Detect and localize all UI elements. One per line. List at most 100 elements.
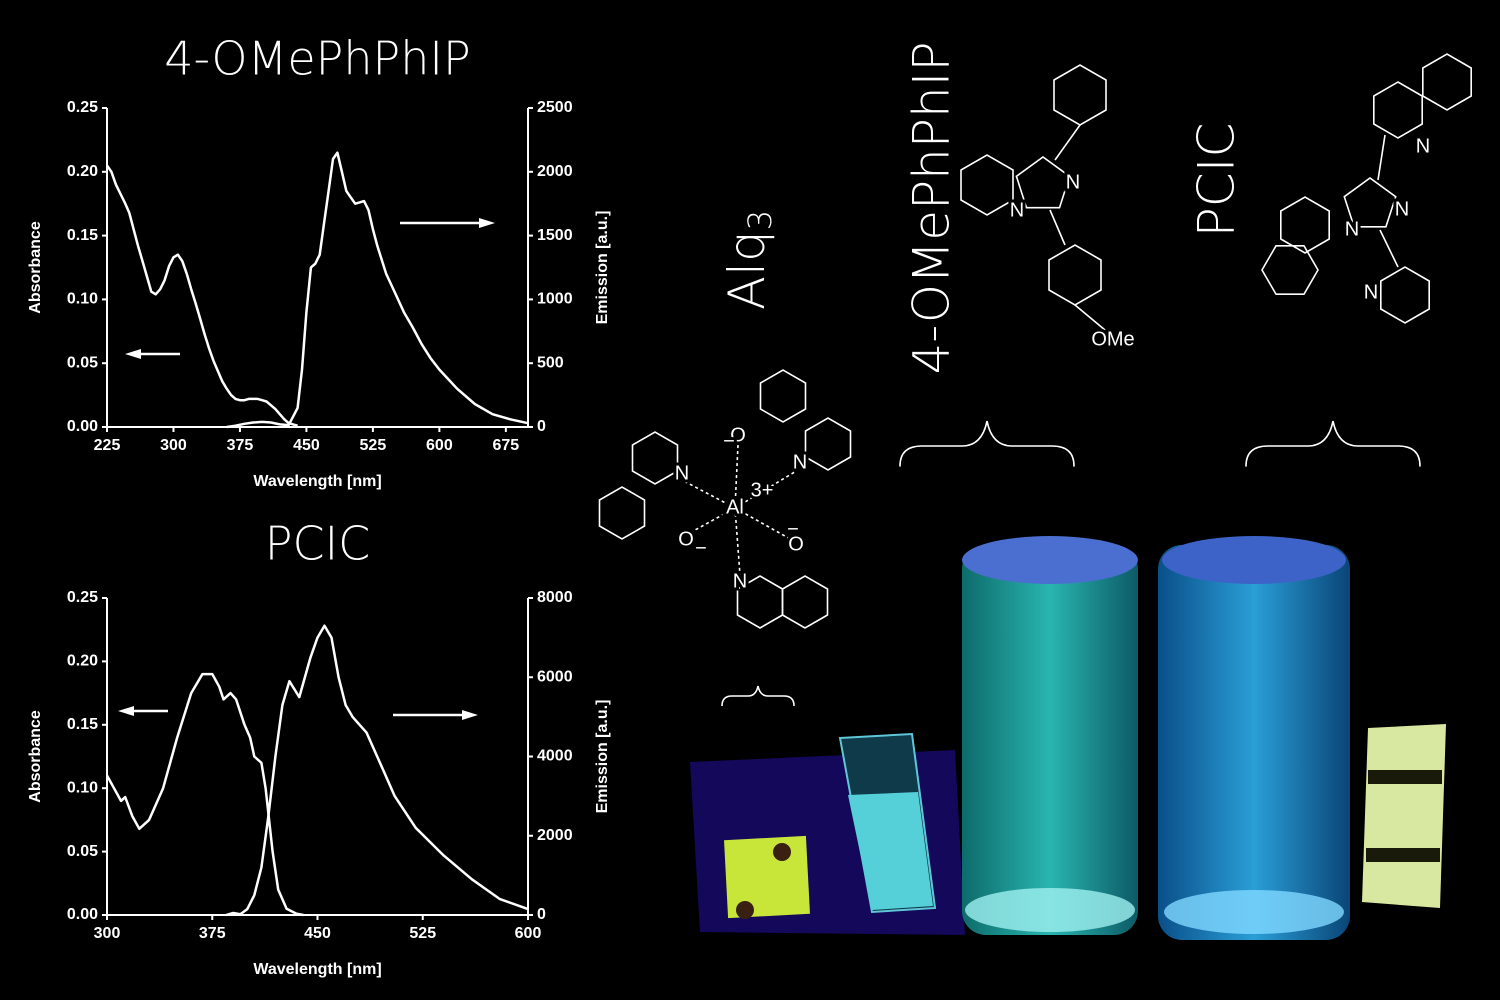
vial-cap <box>1162 536 1346 584</box>
atom-label: N <box>1066 171 1080 193</box>
atom-label: OMe <box>1091 328 1134 350</box>
y2-tick-label: 1000 <box>537 291 573 308</box>
bond <box>1377 134 1386 181</box>
y-tick-label: 0.05 <box>67 354 98 371</box>
atom-label: N <box>1416 135 1430 157</box>
x-tick-label: 225 <box>94 437 121 454</box>
ring <box>1422 53 1472 111</box>
arrow-head <box>479 218 495 228</box>
bond <box>1074 304 1106 331</box>
atom-label: N <box>1010 199 1024 221</box>
y2-axis-label: Emission [a.u.] <box>594 211 611 325</box>
ring <box>631 431 679 485</box>
vial-cap <box>962 536 1138 584</box>
x-tick-label: 450 <box>293 437 320 454</box>
ring <box>781 575 829 629</box>
y2-tick-label: 0 <box>537 906 546 923</box>
vial <box>962 545 1138 935</box>
charts: 4-OMePhPhIP 225 300 375 450 525 600 675 0.00 0.05… <box>27 32 611 979</box>
y2-tick-label: 0 <box>537 418 546 435</box>
y-tick-label: 0.00 <box>67 906 98 923</box>
vial-base <box>1164 890 1344 934</box>
x-tick-label: 525 <box>360 437 387 454</box>
y-tick-label: 0.25 <box>67 99 98 116</box>
vial <box>1158 545 1350 940</box>
y2-axis-label: Emission [a.u.] <box>594 700 611 814</box>
atom-label: 3+ <box>751 479 774 501</box>
brace <box>721 685 795 707</box>
compound-subscript: 3 <box>741 210 779 230</box>
x-tick-label: 675 <box>492 437 519 454</box>
atom-label: N <box>675 462 689 484</box>
atom-label: O <box>730 424 746 446</box>
y-tick-label: 0.10 <box>67 779 98 796</box>
y-tick-label: 0.25 <box>67 589 98 606</box>
bond <box>1054 124 1081 161</box>
ring <box>960 154 1014 216</box>
brace <box>899 420 1075 467</box>
contact <box>736 901 754 919</box>
ring <box>1261 245 1319 296</box>
arrow-head <box>118 706 134 716</box>
x-tick-label: 375 <box>227 437 254 454</box>
y2-tick-label: 1500 <box>537 227 573 244</box>
atom-label: − <box>723 430 735 452</box>
crystal-band <box>1366 848 1440 862</box>
data-line <box>105 164 298 427</box>
y-tick-label: 0.15 <box>67 716 98 733</box>
x-tick-label: 450 <box>304 925 331 942</box>
data-line <box>105 672 304 917</box>
arrow-head <box>125 349 141 359</box>
ring <box>1380 266 1430 324</box>
y2-tick-label: 2500 <box>537 99 573 116</box>
compound-label: Alq3 <box>718 210 780 310</box>
ring <box>598 486 646 540</box>
y2-tick-label: 2000 <box>537 163 573 180</box>
chart-title: PCIC <box>265 517 371 571</box>
photo <box>690 536 1446 940</box>
y-tick-label: 0.10 <box>67 291 98 308</box>
x-tick-label: 300 <box>94 925 121 942</box>
ring <box>1280 196 1330 254</box>
arrow-head <box>462 710 478 720</box>
atom-label: − <box>787 518 799 540</box>
y-tick-label: 0.05 <box>67 843 98 860</box>
y-tick-label: 0.20 <box>67 163 98 180</box>
compound-label: PCIC <box>1188 123 1246 238</box>
ring <box>1343 177 1397 228</box>
x-tick-label: 300 <box>160 437 187 454</box>
y-axis-label: Absorbance <box>27 221 44 314</box>
y2-tick-label: 6000 <box>537 668 573 685</box>
crystal-cube <box>1362 724 1446 908</box>
ring <box>759 369 807 423</box>
x-axis-label: Wavelength [nm] <box>253 961 381 978</box>
atom-label: N <box>733 570 747 592</box>
atom-label: N <box>1364 281 1378 303</box>
y-tick-label: 0.20 <box>67 653 98 670</box>
compound-label: 4-OMePhPhIP <box>903 41 961 374</box>
ring <box>1015 156 1071 209</box>
atom-label: O <box>678 528 694 550</box>
bond <box>1379 229 1399 268</box>
slide-film <box>848 792 933 910</box>
x-tick-label: 600 <box>426 437 453 454</box>
data-line <box>226 151 529 429</box>
vial-base <box>965 888 1135 932</box>
bond <box>734 469 799 509</box>
y2-tick-label: 4000 <box>537 748 573 765</box>
atom-label: N <box>1395 198 1409 220</box>
brace <box>1245 420 1421 467</box>
atom-label: N <box>793 451 807 473</box>
bond <box>734 444 739 509</box>
bond <box>734 507 741 576</box>
contact <box>773 843 791 861</box>
x-axis-label: Wavelength [nm] <box>253 473 381 490</box>
y-tick-label: 0.00 <box>67 418 98 435</box>
atom-label: Al <box>726 496 744 518</box>
y-tick-label: 0.15 <box>67 227 98 244</box>
atom-label: O <box>788 533 804 555</box>
bond <box>681 479 736 509</box>
atom-label: − <box>695 537 707 559</box>
